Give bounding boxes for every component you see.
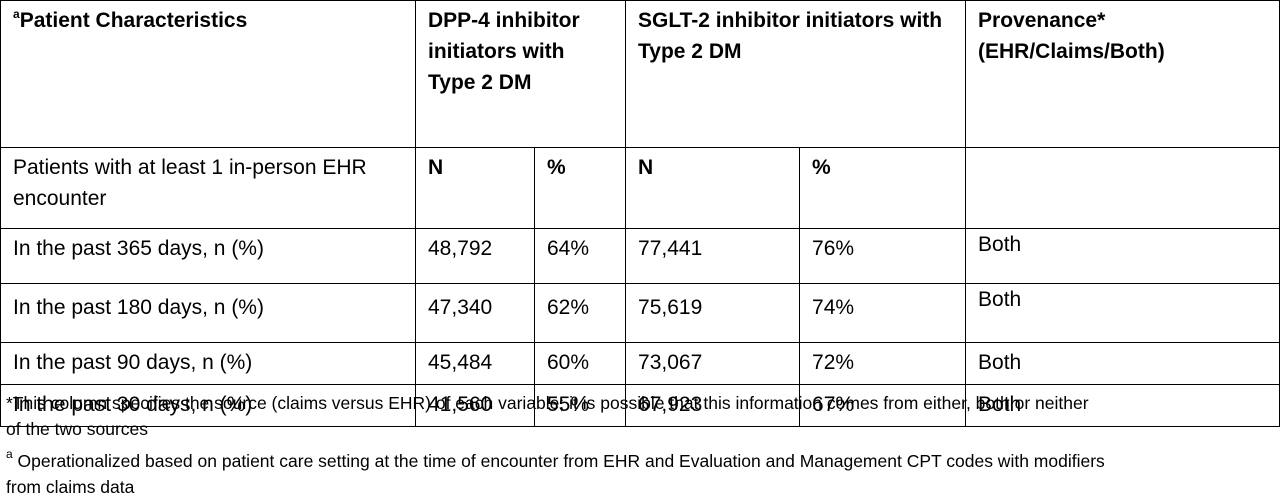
table-row: In the past 180 days, n (%) 47,340 62% 7…	[0, 283, 1280, 343]
footnotes: *This column specifies the source (claim…	[6, 390, 1106, 500]
table-subheader-row: Patients with at least 1 in-person EHR e…	[0, 147, 1280, 229]
table-row: In the past 90 days, n (%) 45,484 60% 73…	[0, 342, 1280, 385]
row-provenance: Both	[965, 342, 1280, 385]
subheader-dpp4-n: N	[415, 147, 535, 229]
row-dpp4-pct: 55%	[533, 384, 627, 427]
subheader-sglt2-n: N	[625, 147, 801, 229]
footnote-a-text: Operationalized based on patient care se…	[6, 451, 1105, 497]
table-header-row: aPatient Characteristics DPP-4 inhibitor…	[0, 0, 1280, 148]
row-label: In the past 90 days, n (%)	[0, 342, 416, 385]
subheader-label: Patients with at least 1 in-person EHR e…	[0, 147, 416, 229]
row-sglt2-pct: 76%	[799, 228, 967, 284]
row-sglt2-n: 77,441	[625, 228, 801, 284]
row-sglt2-n: 73,067	[625, 342, 801, 385]
row-dpp4-n: 48,792	[415, 228, 535, 284]
row-label: In the past 180 days, n (%)	[0, 283, 416, 343]
header-dpp4: DPP-4 inhibitor initiators with Type 2 D…	[414, 0, 627, 148]
header-characteristics-label: Patient Characteristics	[19, 9, 248, 32]
header-characteristics: aPatient Characteristics	[0, 0, 416, 148]
row-dpp4-n: 41,560	[415, 384, 535, 427]
row-label: In the past 30 days, n (%)	[0, 384, 416, 427]
row-provenance: Both	[965, 228, 1280, 284]
footnote-a-marker: a	[13, 7, 20, 21]
row-dpp4-pct: 60%	[533, 342, 627, 385]
footnote-a: a Operationalized based on patient care …	[6, 448, 1106, 500]
row-dpp4-n: 45,484	[415, 342, 535, 385]
row-sglt2-pct: 72%	[799, 342, 967, 385]
row-dpp4-pct: 62%	[533, 283, 627, 343]
footnote-star: *This column specifies the source (claim…	[6, 393, 1089, 439]
row-provenance: Both	[965, 384, 1280, 427]
subheader-sglt2-pct: %	[799, 147, 967, 229]
row-dpp4-pct: 64%	[533, 228, 627, 284]
row-label: In the past 365 days, n (%)	[0, 228, 416, 284]
footnote-a-superscript: a	[6, 447, 13, 461]
row-sglt2-n: 67,923	[625, 384, 801, 427]
header-sglt2: SGLT-2 inhibitor initiators with Type 2 …	[625, 0, 967, 148]
patient-characteristics-table: aPatient Characteristics DPP-4 inhibitor…	[0, 0, 1280, 427]
subheader-dpp4-pct: %	[533, 147, 627, 229]
table-row: In the past 365 days, n (%) 48,792 64% 7…	[0, 228, 1280, 284]
table-row: In the past 30 days, n (%) 41,560 55% 67…	[0, 384, 1280, 427]
subheader-provenance	[965, 147, 1280, 229]
row-dpp4-n: 47,340	[415, 283, 535, 343]
row-sglt2-n: 75,619	[625, 283, 801, 343]
header-provenance: Provenance* (EHR/Claims/Both)	[965, 0, 1280, 148]
row-sglt2-pct: 74%	[799, 283, 967, 343]
row-provenance: Both	[965, 283, 1280, 343]
